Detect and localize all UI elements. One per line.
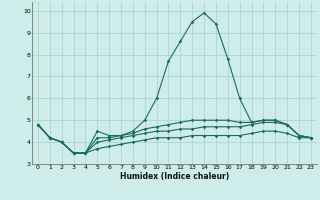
X-axis label: Humidex (Indice chaleur): Humidex (Indice chaleur) (120, 172, 229, 181)
